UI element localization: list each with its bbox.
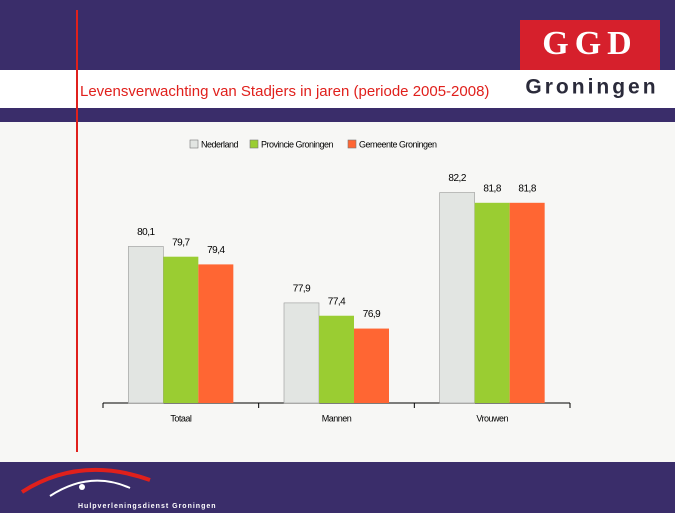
bar bbox=[283, 302, 320, 404]
value-label: 81,8 bbox=[518, 183, 536, 194]
value-label: 77,9 bbox=[293, 284, 311, 295]
legend-label: Gemeente Groningen bbox=[359, 139, 437, 149]
value-label: 80,1 bbox=[137, 227, 155, 238]
logo-subtitle: Groningen bbox=[525, 76, 658, 99]
legend-label: Provincie Groningen bbox=[261, 139, 334, 149]
sub-band bbox=[0, 108, 675, 122]
value-label: 79,4 bbox=[207, 245, 225, 256]
footer-text: Hulpverleningsdienst Groningen bbox=[78, 503, 217, 510]
x-tick-label: Vrouwen bbox=[476, 413, 508, 423]
legend-swatch bbox=[189, 139, 199, 149]
bar bbox=[163, 256, 199, 403]
bar bbox=[198, 264, 234, 403]
chart-title: Levensverwachting van Stadjers in jaren … bbox=[80, 83, 489, 100]
footer-dot bbox=[79, 484, 85, 490]
legend-swatch bbox=[249, 139, 259, 149]
title-area bbox=[0, 70, 675, 108]
legend-label: Nederland bbox=[201, 139, 239, 149]
value-label: 79,7 bbox=[172, 237, 190, 248]
bar bbox=[439, 192, 475, 404]
value-label: 77,4 bbox=[328, 296, 346, 307]
bar bbox=[354, 328, 389, 403]
footer-arc-inner bbox=[49, 479, 131, 497]
footer-arc bbox=[20, 467, 151, 494]
value-label: 81,8 bbox=[483, 183, 501, 194]
bar bbox=[509, 202, 545, 403]
bar bbox=[474, 202, 510, 403]
legend-swatch bbox=[347, 139, 357, 149]
value-label: 82,2 bbox=[448, 173, 466, 184]
bar bbox=[128, 246, 164, 404]
logo: GGD bbox=[542, 25, 637, 62]
x-tick-label: Totaal bbox=[170, 413, 192, 423]
x-tick-label: Mannen bbox=[322, 413, 352, 423]
bar bbox=[319, 315, 354, 403]
logo-box bbox=[520, 20, 660, 70]
value-label: 76,9 bbox=[363, 309, 381, 320]
